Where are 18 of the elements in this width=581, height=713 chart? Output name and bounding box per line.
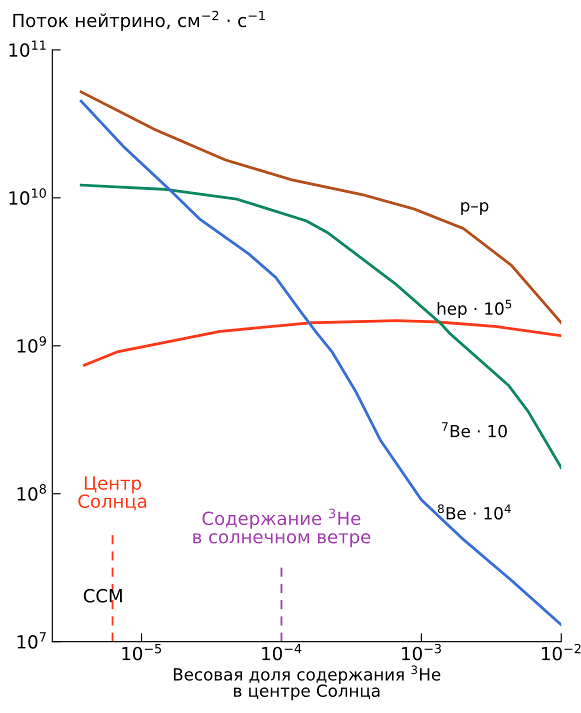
y-tick-label: 10$^{10}$ xyxy=(10,188,46,205)
series-label: $^{7}$Be · 10 xyxy=(442,422,507,438)
y-tick-label: 10$^{7}$ xyxy=(18,632,46,649)
x-tick-label: 10$^{−3}$ xyxy=(402,644,441,660)
ref-line-label: Центр Солнца xyxy=(78,476,146,510)
ref-line-label: Содержание $^{3}$He в солнечном ветре xyxy=(193,508,370,548)
x-tick-label: 10$^{−4}$ xyxy=(262,644,302,660)
y-tick-label: 10$^{9}$ xyxy=(18,336,46,353)
y-tick-label: 10$^{8}$ xyxy=(18,484,46,501)
annotation: ССМ xyxy=(84,588,122,603)
x-tick-label: 10$^{−5}$ xyxy=(122,644,162,660)
text: Весовая доля содержания $^{3}$He в центре Солнца xyxy=(174,665,440,700)
x-tick-label: 10$^{−2}$ xyxy=(542,644,581,660)
y-axis-title: Поток нейтрино, см$^{−2}$ · с$^{−1}$ xyxy=(13,10,265,31)
y-tick-label: 10$^{11}$ xyxy=(10,40,46,57)
series-label: $^{8}$Be · 10$^{4}$ xyxy=(438,504,511,520)
series-label: p–p xyxy=(461,202,488,215)
series-label: hep · 10$^{5}$ xyxy=(438,300,512,318)
